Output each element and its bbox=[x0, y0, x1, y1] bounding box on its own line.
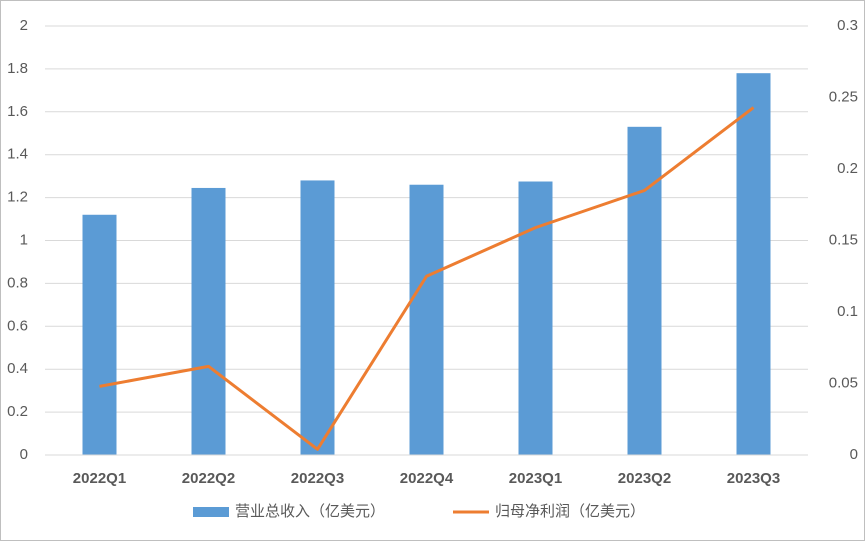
x-tick-label: 2022Q2 bbox=[182, 470, 235, 487]
bar bbox=[191, 187, 226, 455]
y-tick-label: 1.2 bbox=[7, 189, 28, 206]
y2-tick-label: 0.3 bbox=[837, 17, 858, 34]
legend-swatch bbox=[193, 507, 229, 517]
y2-tick-label: 0.2 bbox=[837, 160, 858, 177]
bar bbox=[300, 180, 335, 455]
x-tick-label: 2023Q1 bbox=[509, 470, 562, 487]
y2-tick-label: 0.15 bbox=[829, 231, 858, 248]
bar bbox=[736, 73, 771, 455]
y-tick-label: 0 bbox=[20, 446, 28, 463]
y2-tick-label: 0 bbox=[850, 446, 858, 463]
y-tick-label: 1.8 bbox=[7, 60, 28, 77]
bar bbox=[627, 126, 662, 455]
bar bbox=[82, 214, 117, 455]
x-tick-label: 2023Q3 bbox=[727, 470, 780, 487]
x-tick-label: 2022Q3 bbox=[291, 470, 344, 487]
bar bbox=[409, 184, 444, 456]
y2-tick-label: 0.05 bbox=[829, 374, 858, 391]
y2-tick-label: 0.1 bbox=[837, 303, 858, 320]
y-tick-label: 1 bbox=[20, 231, 28, 248]
legend-label: 归母净利润（亿美元） bbox=[495, 503, 645, 520]
y-tick-label: 0.8 bbox=[7, 274, 28, 291]
x-tick-label: 2022Q1 bbox=[73, 470, 126, 487]
x-tick-label: 2023Q2 bbox=[618, 470, 671, 487]
legend-label: 营业总收入（亿美元） bbox=[235, 503, 385, 520]
y-tick-label: 2 bbox=[20, 17, 28, 34]
y-tick-label: 1.4 bbox=[7, 146, 28, 163]
x-tick-label: 2022Q4 bbox=[400, 470, 454, 487]
y-tick-label: 1.6 bbox=[7, 103, 28, 120]
y2-tick-label: 0.25 bbox=[829, 88, 858, 105]
y-tick-label: 0.4 bbox=[7, 360, 28, 377]
line bbox=[99, 106, 755, 451]
y-tick-label: 0.6 bbox=[7, 317, 28, 334]
y-tick-label: 0.2 bbox=[7, 403, 28, 420]
